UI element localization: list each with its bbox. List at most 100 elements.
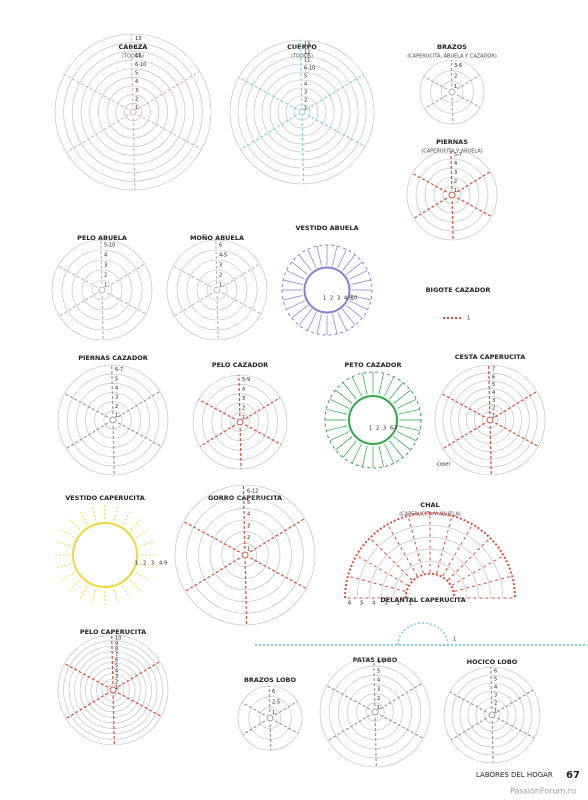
stitch-ray bbox=[242, 485, 246, 550]
stitch-ray bbox=[117, 422, 162, 447]
stitch-ray bbox=[65, 692, 109, 720]
round-label: 3 bbox=[304, 90, 307, 96]
ring bbox=[166, 239, 268, 341]
stitch-ray bbox=[456, 94, 481, 108]
round-label: 3 bbox=[104, 263, 107, 269]
stitch-ray bbox=[58, 292, 98, 317]
stitch-ray bbox=[67, 517, 80, 530]
round-label: 3-6 bbox=[454, 63, 462, 69]
stitch-ray bbox=[329, 398, 350, 409]
ring bbox=[259, 707, 281, 729]
stitch-ray bbox=[274, 700, 298, 716]
stitch-ray bbox=[335, 436, 353, 451]
diagram-subtitle: (TODOS) bbox=[122, 54, 144, 60]
round-label: 6-7 bbox=[115, 367, 123, 373]
stitch-ray bbox=[59, 528, 75, 538]
diagram-title: PELO CAZADOR bbox=[212, 361, 268, 369]
stitch-ray bbox=[361, 373, 368, 395]
round-label: 3 bbox=[151, 561, 154, 567]
stitch-ray bbox=[327, 714, 371, 742]
stitch-ray bbox=[488, 365, 491, 415]
stitch-ray bbox=[316, 246, 322, 266]
diagram-title: DELANTAL CAPERUCITA bbox=[380, 596, 465, 604]
ring bbox=[344, 512, 516, 599]
diagram-title: CHAL bbox=[420, 501, 439, 509]
round-label: 1 bbox=[377, 705, 380, 711]
center-ring bbox=[298, 108, 306, 116]
stitch-ray bbox=[64, 74, 129, 110]
round-label: 4 bbox=[494, 685, 497, 691]
ring bbox=[186, 259, 248, 321]
center-ring bbox=[448, 191, 456, 199]
stitch-ray bbox=[78, 585, 88, 601]
round-label: 5 bbox=[494, 677, 497, 683]
stitch-ray bbox=[244, 397, 281, 420]
stitch-ray bbox=[241, 702, 266, 716]
stitch-ray bbox=[456, 74, 480, 90]
stitch-ray bbox=[117, 660, 161, 688]
stitch-ray bbox=[342, 440, 357, 458]
ring bbox=[381, 549, 479, 599]
round-label: 2 bbox=[330, 296, 333, 302]
ring bbox=[63, 42, 203, 182]
stitch-ray bbox=[387, 524, 418, 577]
round-label: 3 bbox=[115, 674, 118, 680]
ring bbox=[348, 395, 398, 445]
round-label: 4 bbox=[242, 387, 245, 393]
stitch-ray bbox=[286, 300, 305, 310]
round-label: 3 bbox=[247, 523, 250, 529]
round-label: 5 bbox=[115, 376, 118, 382]
ring bbox=[248, 696, 292, 740]
stitch-ray bbox=[199, 424, 236, 447]
ring bbox=[54, 33, 212, 191]
diagram-title: PELO ABUELA bbox=[77, 234, 127, 242]
stitch-ray bbox=[347, 575, 406, 592]
stitch-ray bbox=[139, 541, 156, 547]
ring bbox=[176, 249, 258, 331]
stitch-ray bbox=[442, 524, 473, 577]
ring bbox=[72, 522, 138, 588]
stitch-ray bbox=[329, 431, 350, 442]
stitch-ray bbox=[346, 305, 363, 319]
ring bbox=[269, 79, 335, 145]
round-label: 2 bbox=[397, 601, 400, 607]
stitch-ray bbox=[221, 263, 261, 288]
round-label: 1 bbox=[467, 316, 470, 322]
ring bbox=[90, 667, 136, 713]
stitch-ray bbox=[66, 114, 129, 154]
ring bbox=[459, 682, 525, 748]
round-label: 1 bbox=[247, 547, 250, 553]
stitch-ray bbox=[451, 97, 454, 125]
stitch-ray bbox=[496, 689, 534, 713]
stitch-ray bbox=[130, 517, 143, 530]
round-label: 1 bbox=[115, 685, 118, 691]
stitch-ray bbox=[398, 425, 420, 432]
ring bbox=[85, 392, 141, 448]
stitch-ray bbox=[361, 445, 368, 467]
stitch-ray bbox=[64, 393, 109, 418]
stitch-ray bbox=[396, 398, 417, 409]
ring bbox=[107, 684, 119, 696]
stitch-ray bbox=[378, 373, 385, 395]
round-label: 4 bbox=[104, 253, 107, 259]
diagram-title: PETO CAZADOR bbox=[345, 361, 402, 369]
ring bbox=[89, 68, 177, 156]
stitch-ray bbox=[378, 445, 385, 467]
stitch-ray bbox=[326, 685, 371, 710]
ring bbox=[76, 383, 150, 457]
stitch-ray bbox=[441, 393, 486, 418]
ring bbox=[303, 266, 351, 314]
stitch-ray bbox=[215, 239, 218, 285]
crochet-diagram: CESTA CAPERUCITA 7 6 5 4 3 2 1 coser bbox=[434, 353, 546, 476]
round-label: 9 bbox=[115, 641, 118, 647]
diagram-subtitle: (CAPERUCITA Y ABUELA) bbox=[421, 149, 482, 155]
stitch-ray bbox=[135, 528, 151, 538]
stitch-ray bbox=[78, 509, 88, 525]
stitch-ray bbox=[100, 239, 103, 285]
ring bbox=[66, 373, 160, 467]
stitch-ray bbox=[139, 563, 156, 569]
stitch-ray bbox=[396, 431, 417, 442]
ring bbox=[230, 412, 250, 432]
stitch-ray bbox=[111, 635, 114, 685]
round-label: 2-5 bbox=[272, 700, 280, 706]
